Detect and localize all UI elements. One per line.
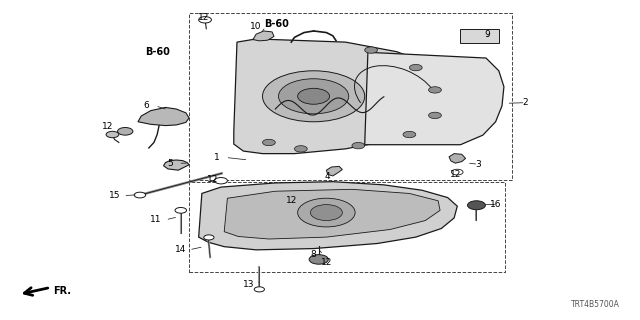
Circle shape: [262, 139, 275, 146]
Text: 14: 14: [175, 245, 186, 254]
Circle shape: [452, 169, 463, 175]
Circle shape: [254, 287, 264, 292]
Circle shape: [310, 204, 342, 220]
Circle shape: [262, 71, 365, 122]
Text: 1: 1: [214, 153, 220, 162]
Circle shape: [429, 87, 442, 93]
Text: 12: 12: [198, 13, 209, 22]
Polygon shape: [365, 52, 504, 145]
Text: 12: 12: [207, 175, 218, 184]
Circle shape: [298, 88, 330, 104]
Polygon shape: [224, 189, 440, 239]
Text: 12: 12: [450, 170, 461, 179]
Polygon shape: [326, 166, 342, 176]
Circle shape: [204, 235, 214, 240]
Circle shape: [118, 127, 133, 135]
Text: 10: 10: [250, 22, 262, 31]
Text: B-60: B-60: [145, 47, 170, 57]
Circle shape: [403, 131, 416, 138]
Circle shape: [175, 207, 186, 213]
Polygon shape: [253, 31, 274, 41]
Text: 2: 2: [523, 98, 529, 107]
Text: 5: 5: [167, 159, 173, 168]
Polygon shape: [198, 182, 458, 250]
Circle shape: [410, 64, 422, 71]
Text: 12: 12: [321, 258, 332, 267]
Circle shape: [294, 146, 307, 152]
Text: 6: 6: [143, 101, 149, 110]
Circle shape: [309, 255, 328, 264]
Text: 16: 16: [490, 200, 501, 209]
Circle shape: [278, 79, 349, 114]
Text: FR.: FR.: [53, 286, 71, 296]
Polygon shape: [164, 160, 189, 170]
Text: 11: 11: [150, 215, 161, 224]
Circle shape: [352, 142, 365, 149]
Text: 13: 13: [243, 280, 254, 289]
Text: 12: 12: [102, 122, 114, 131]
Polygon shape: [234, 39, 454, 154]
Text: B-60: B-60: [264, 19, 289, 28]
Circle shape: [298, 198, 355, 227]
Circle shape: [134, 192, 146, 198]
Circle shape: [198, 17, 211, 23]
Text: 9: 9: [484, 30, 490, 39]
Polygon shape: [449, 154, 466, 163]
Text: 15: 15: [109, 191, 120, 200]
Circle shape: [467, 201, 485, 210]
Circle shape: [429, 112, 442, 119]
Text: 3: 3: [476, 160, 481, 169]
Polygon shape: [138, 108, 189, 125]
Text: 8: 8: [311, 251, 317, 260]
Text: 4: 4: [325, 172, 330, 181]
Bar: [461, 29, 499, 43]
Circle shape: [106, 131, 119, 138]
Circle shape: [365, 47, 378, 53]
Text: 12: 12: [285, 196, 297, 205]
Text: TRT4B5700A: TRT4B5700A: [572, 300, 620, 309]
Circle shape: [214, 178, 227, 184]
